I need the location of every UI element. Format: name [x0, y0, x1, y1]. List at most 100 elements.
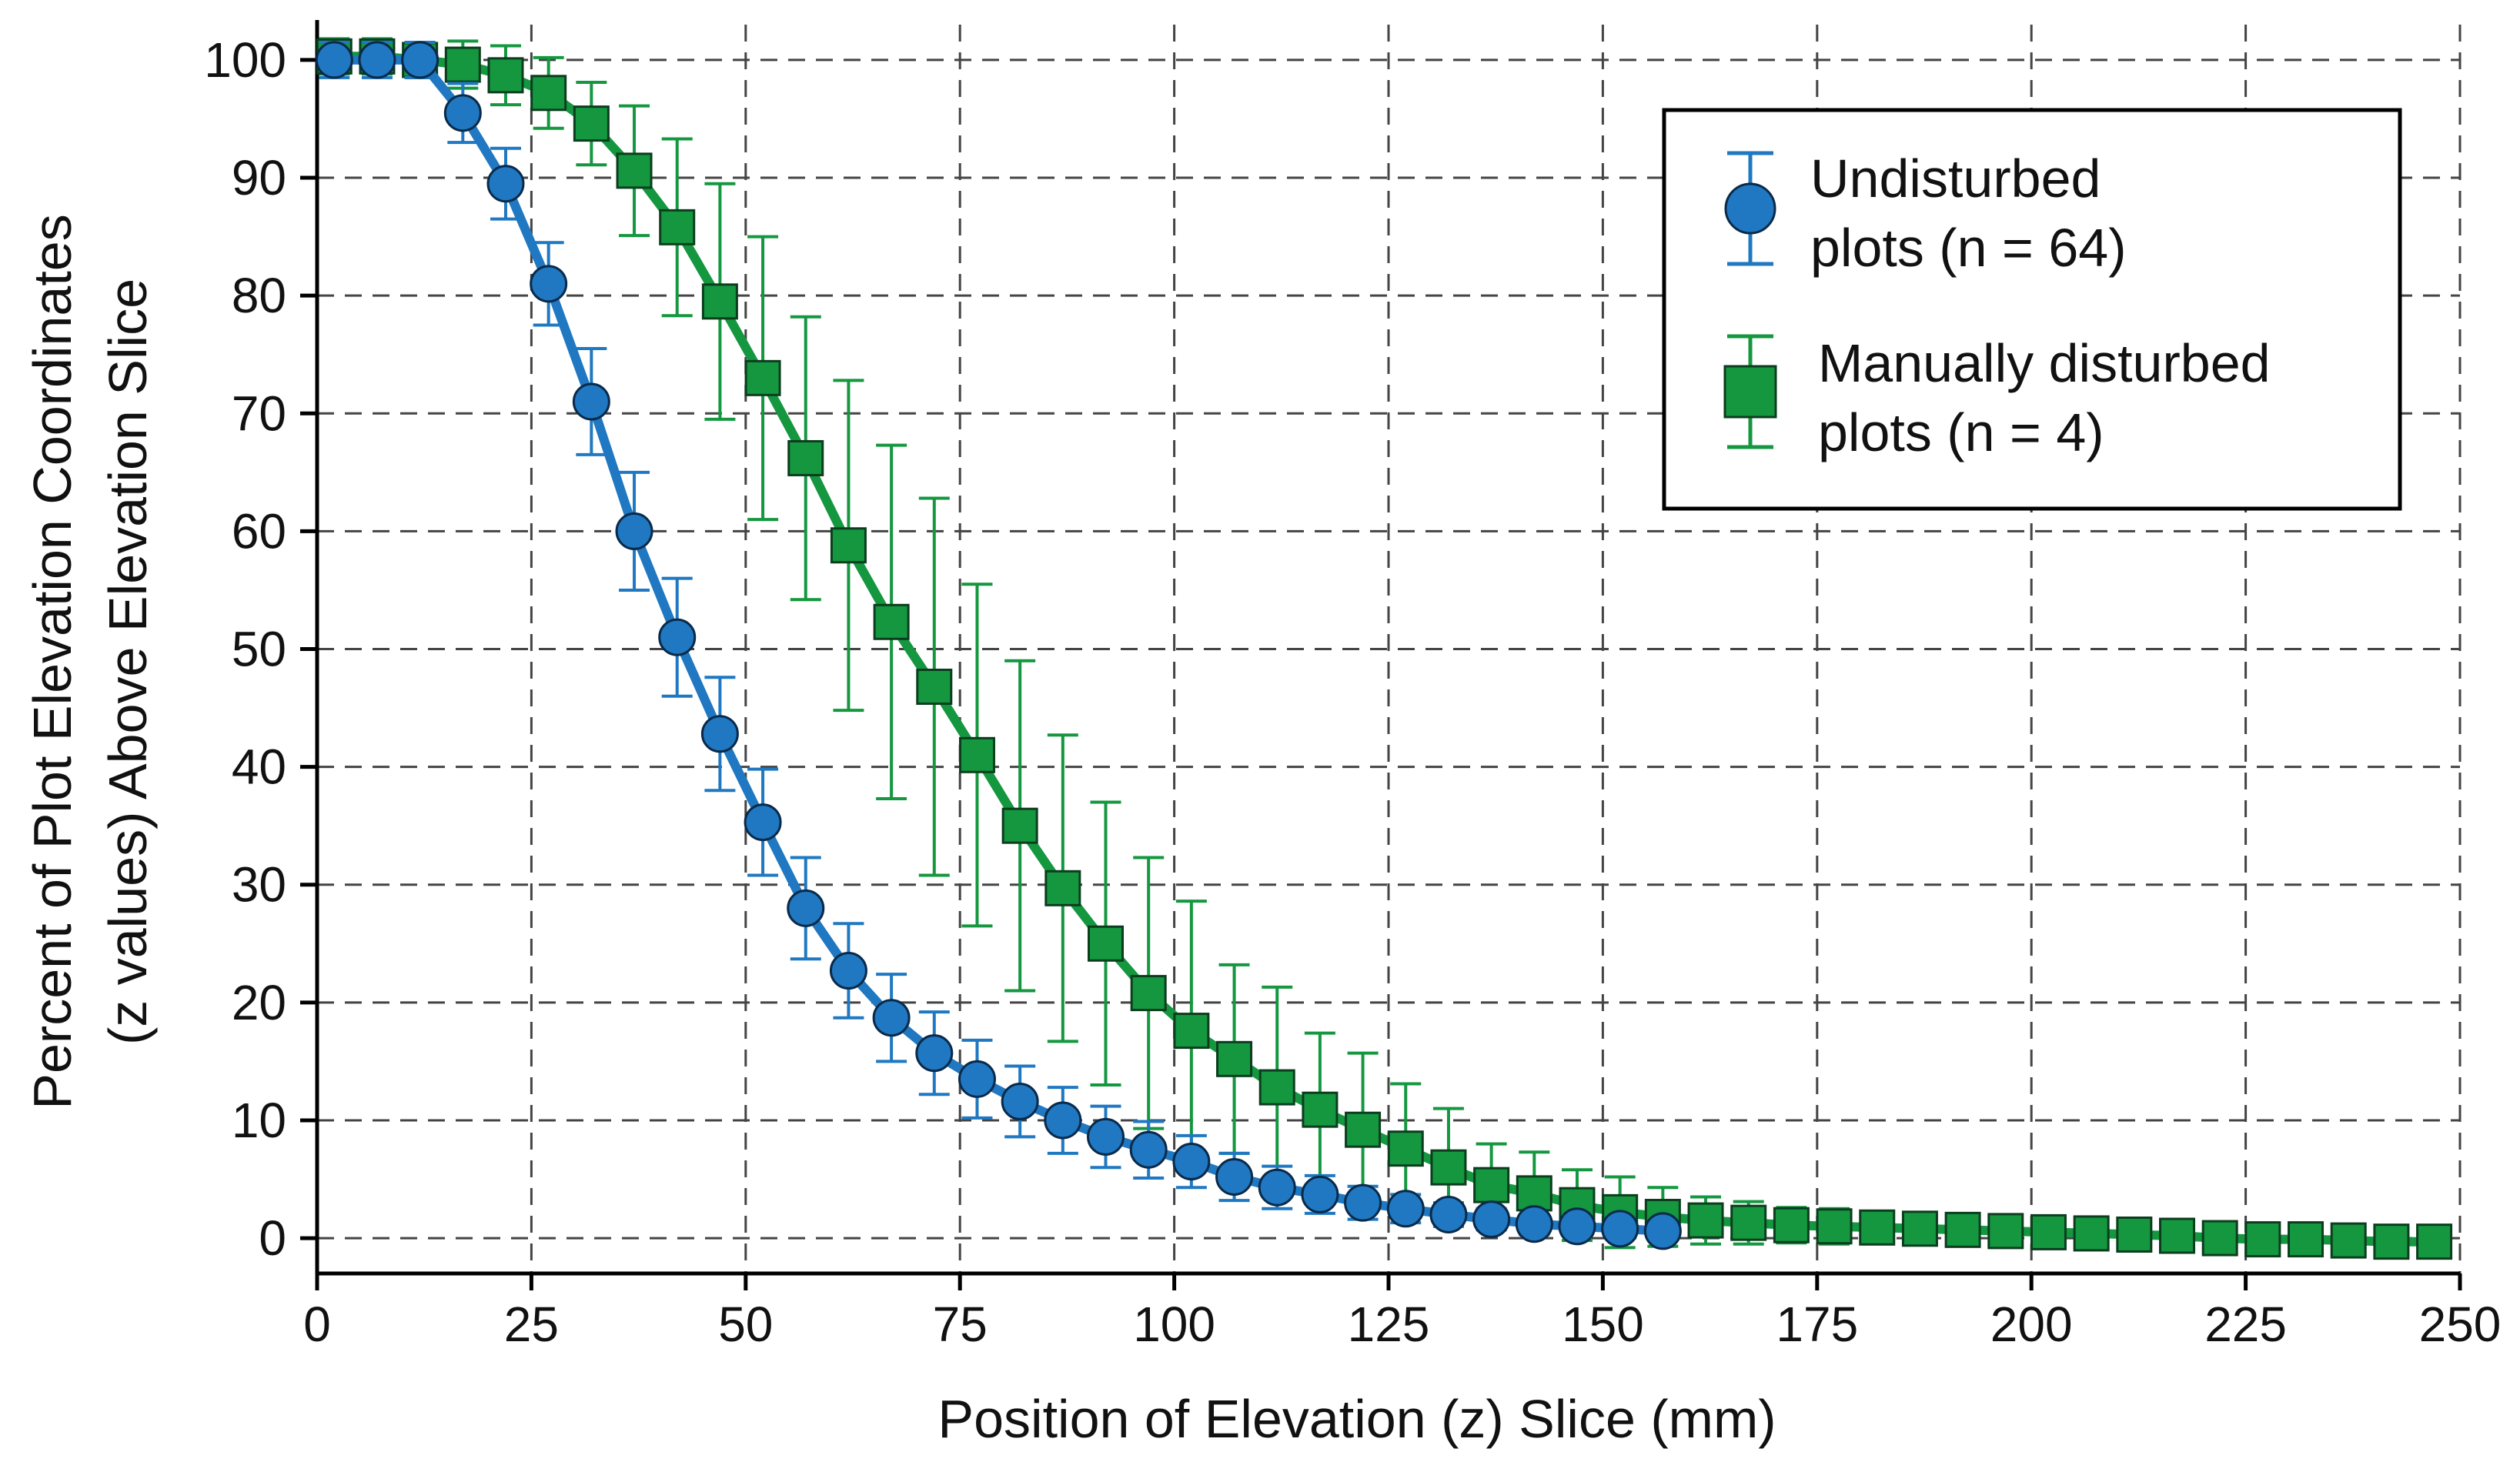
data-point-38 — [1944, 1211, 1981, 1248]
data-point-43 — [2159, 1217, 2196, 1254]
data-point-19 — [1130, 975, 1167, 1012]
y-tick-label-30: 30 — [232, 857, 286, 913]
data-point-4 — [487, 57, 524, 94]
legend: Undisturbed plots (n = 64) Manually dist… — [1662, 108, 2402, 511]
x-tick-label-75: 75 — [933, 1297, 988, 1352]
data-point-1 — [358, 41, 396, 79]
tick-labels: 0 25 50 75 100 125 150 175 200 225 250 0 10 20 30 40 50 6… — [204, 32, 2501, 1352]
legend-marker — [1723, 365, 1777, 419]
data-point-21 — [1216, 1040, 1253, 1077]
data-point-24 — [1344, 1183, 1382, 1222]
data-point-12 — [830, 527, 867, 564]
data-point-23 — [1302, 1091, 1339, 1128]
data-point-49 — [2416, 1223, 2453, 1260]
x-tick-label-150: 150 — [1562, 1297, 1644, 1352]
data-point-13 — [873, 603, 910, 640]
x-tick-label-175: 175 — [1776, 1297, 1858, 1352]
data-point-32 — [1687, 1202, 1724, 1239]
x-tick-label-0: 0 — [303, 1297, 331, 1352]
data-point-7 — [615, 512, 653, 550]
data-point-6 — [573, 105, 610, 142]
data-point-17 — [1044, 870, 1081, 906]
legend-label-manually-disturbed-line2: plots (n = 4) — [1818, 402, 2104, 462]
legend-label-undisturbed-line1: Undisturbed — [1810, 149, 2101, 209]
data-point-7 — [616, 152, 653, 189]
data-point-5 — [530, 265, 568, 303]
data-point-19 — [1129, 1130, 1168, 1169]
data-point-20 — [1172, 1143, 1211, 1181]
data-point-10 — [744, 803, 782, 842]
data-point-39 — [1987, 1213, 2024, 1250]
data-point-25 — [1387, 1130, 1424, 1167]
data-point-40 — [2030, 1213, 2067, 1250]
data-point-23 — [1301, 1175, 1339, 1213]
x-axis-title: Position of Elevation (z) Slice (mm) — [937, 1389, 1776, 1449]
data-point-37 — [1901, 1210, 1938, 1247]
legend-symbol-manually-disturbed — [1723, 334, 1777, 449]
data-point-35 — [1816, 1208, 1853, 1245]
data-point-21 — [1215, 1157, 1254, 1196]
y-tick-label-40: 40 — [232, 739, 286, 795]
data-point-6 — [572, 382, 610, 421]
data-point-11 — [787, 889, 825, 927]
axes — [300, 20, 2462, 1290]
data-point-44 — [2201, 1220, 2238, 1257]
data-point-26 — [1429, 1195, 1468, 1233]
data-point-45 — [2244, 1221, 2281, 1258]
data-point-18 — [1088, 925, 1125, 962]
data-point-31 — [1643, 1212, 1682, 1250]
legend-symbol-undisturbed — [1724, 151, 1776, 266]
series-undisturbed — [315, 40, 1682, 1250]
data-point-16 — [1001, 1082, 1039, 1120]
data-point-24 — [1345, 1111, 1382, 1148]
data-point-18 — [1087, 1117, 1125, 1156]
y-tick-label-0: 0 — [259, 1210, 286, 1266]
data-point-42 — [2116, 1216, 2153, 1253]
data-point-2 — [401, 41, 439, 79]
y-axis-title-line2: (z values) Above Elevation Slice — [98, 279, 158, 1045]
data-point-3 — [444, 46, 481, 83]
y-tick-label-100: 100 — [204, 32, 286, 88]
data-point-33 — [1730, 1204, 1767, 1241]
data-point-16 — [1001, 807, 1038, 844]
x-tick-label-100: 100 — [1133, 1297, 1215, 1352]
data-point-30 — [1601, 1210, 1639, 1248]
data-point-34 — [1773, 1207, 1810, 1243]
x-tick-label-50: 50 — [718, 1297, 773, 1352]
x-tick-label-200: 200 — [1990, 1297, 2073, 1352]
y-tick-label-70: 70 — [232, 386, 286, 441]
data-point-9 — [701, 283, 738, 320]
data-point-27 — [1473, 1167, 1510, 1203]
data-point-20 — [1173, 1013, 1210, 1050]
x-tick-label-25: 25 — [504, 1297, 559, 1352]
y-axis-title: Percent of Plot Elevation Coordinates (z… — [22, 214, 158, 1109]
legend-label-manually-disturbed-line1: Manually disturbed — [1818, 333, 2271, 393]
data-point-5 — [530, 75, 567, 112]
y-tick-label-50: 50 — [232, 622, 286, 677]
data-point-29 — [1558, 1207, 1596, 1246]
data-point-10 — [744, 359, 781, 396]
data-point-13 — [872, 999, 911, 1037]
x-tick-label-225: 225 — [2204, 1297, 2287, 1352]
legend-box — [1662, 108, 2402, 511]
data-point-15 — [958, 1060, 996, 1098]
data-point-48 — [2373, 1223, 2410, 1260]
legend-marker — [1724, 182, 1776, 235]
data-point-4 — [486, 165, 525, 203]
y-tick-label-90: 90 — [232, 150, 286, 205]
data-point-14 — [915, 1034, 954, 1073]
legend-label-undisturbed-line2: plots (n = 64) — [1810, 218, 2127, 278]
y-tick-label-60: 60 — [232, 503, 286, 559]
data-point-8 — [659, 209, 696, 245]
data-point-0 — [315, 41, 353, 79]
data-point-47 — [2330, 1222, 2367, 1259]
data-point-17 — [1044, 1101, 1082, 1140]
data-point-27 — [1472, 1200, 1511, 1239]
data-point-25 — [1386, 1190, 1425, 1228]
data-point-22 — [1258, 1069, 1295, 1106]
data-point-22 — [1258, 1168, 1296, 1207]
x-tick-label-125: 125 — [1348, 1297, 1430, 1352]
data-point-8 — [658, 618, 697, 656]
series-manually-disturbed — [316, 37, 2453, 1260]
